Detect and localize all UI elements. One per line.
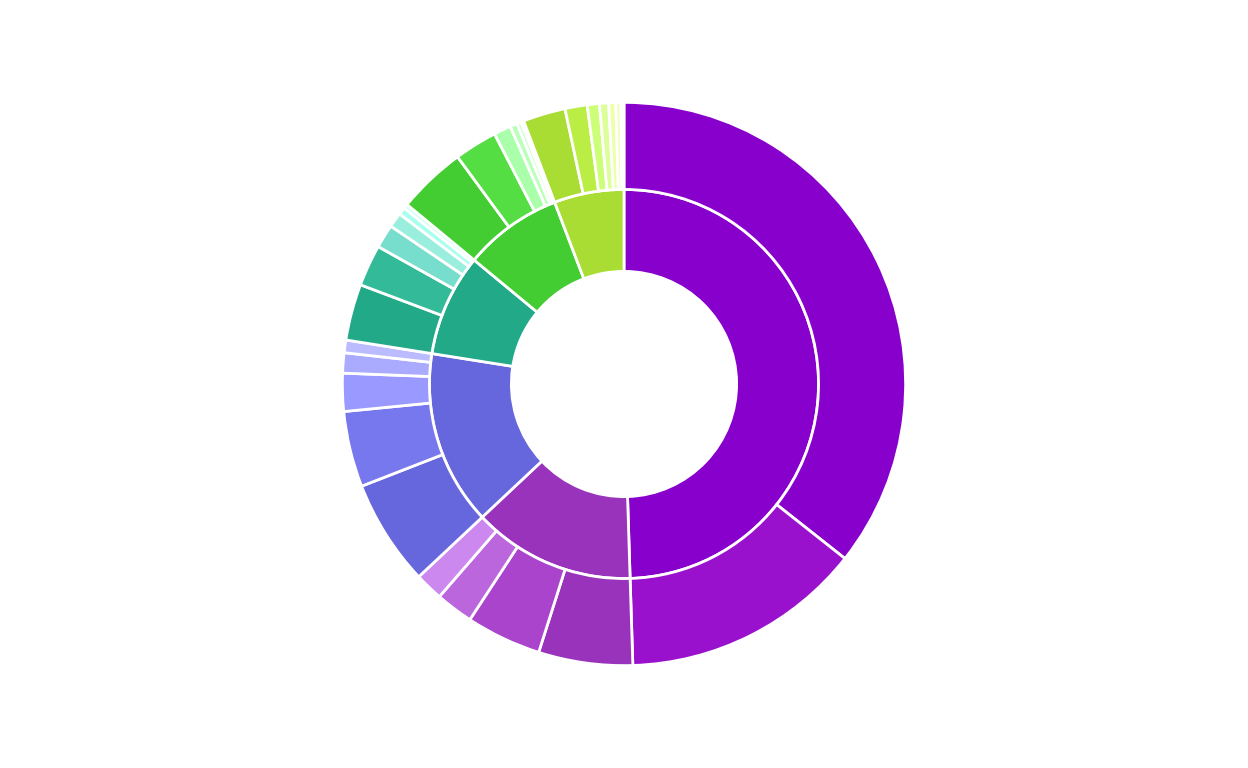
Wedge shape <box>554 190 624 279</box>
Wedge shape <box>510 124 550 206</box>
Wedge shape <box>361 247 454 316</box>
Wedge shape <box>615 102 622 190</box>
Wedge shape <box>432 260 537 366</box>
Wedge shape <box>469 547 565 652</box>
Wedge shape <box>404 204 474 263</box>
Wedge shape <box>539 569 633 666</box>
Wedge shape <box>482 461 630 578</box>
Wedge shape <box>439 531 518 620</box>
Wedge shape <box>630 505 845 665</box>
Wedge shape <box>343 353 431 376</box>
Wedge shape <box>391 214 469 275</box>
Wedge shape <box>346 285 442 353</box>
Wedge shape <box>494 127 545 211</box>
Wedge shape <box>429 353 542 517</box>
Wedge shape <box>342 373 431 412</box>
Wedge shape <box>624 102 906 558</box>
Wedge shape <box>362 455 482 577</box>
Wedge shape <box>419 517 497 597</box>
Wedge shape <box>458 134 534 227</box>
Wedge shape <box>399 208 472 266</box>
Wedge shape <box>599 103 613 190</box>
Wedge shape <box>524 108 583 202</box>
Wedge shape <box>622 102 624 190</box>
Wedge shape <box>474 202 584 313</box>
Wedge shape <box>378 226 463 289</box>
Wedge shape <box>520 121 554 203</box>
Wedge shape <box>343 403 443 486</box>
Wedge shape <box>344 340 432 362</box>
Wedge shape <box>407 157 509 260</box>
Wedge shape <box>565 104 599 194</box>
Wedge shape <box>587 104 607 191</box>
Wedge shape <box>609 102 618 190</box>
Wedge shape <box>517 122 553 204</box>
Wedge shape <box>624 190 819 578</box>
